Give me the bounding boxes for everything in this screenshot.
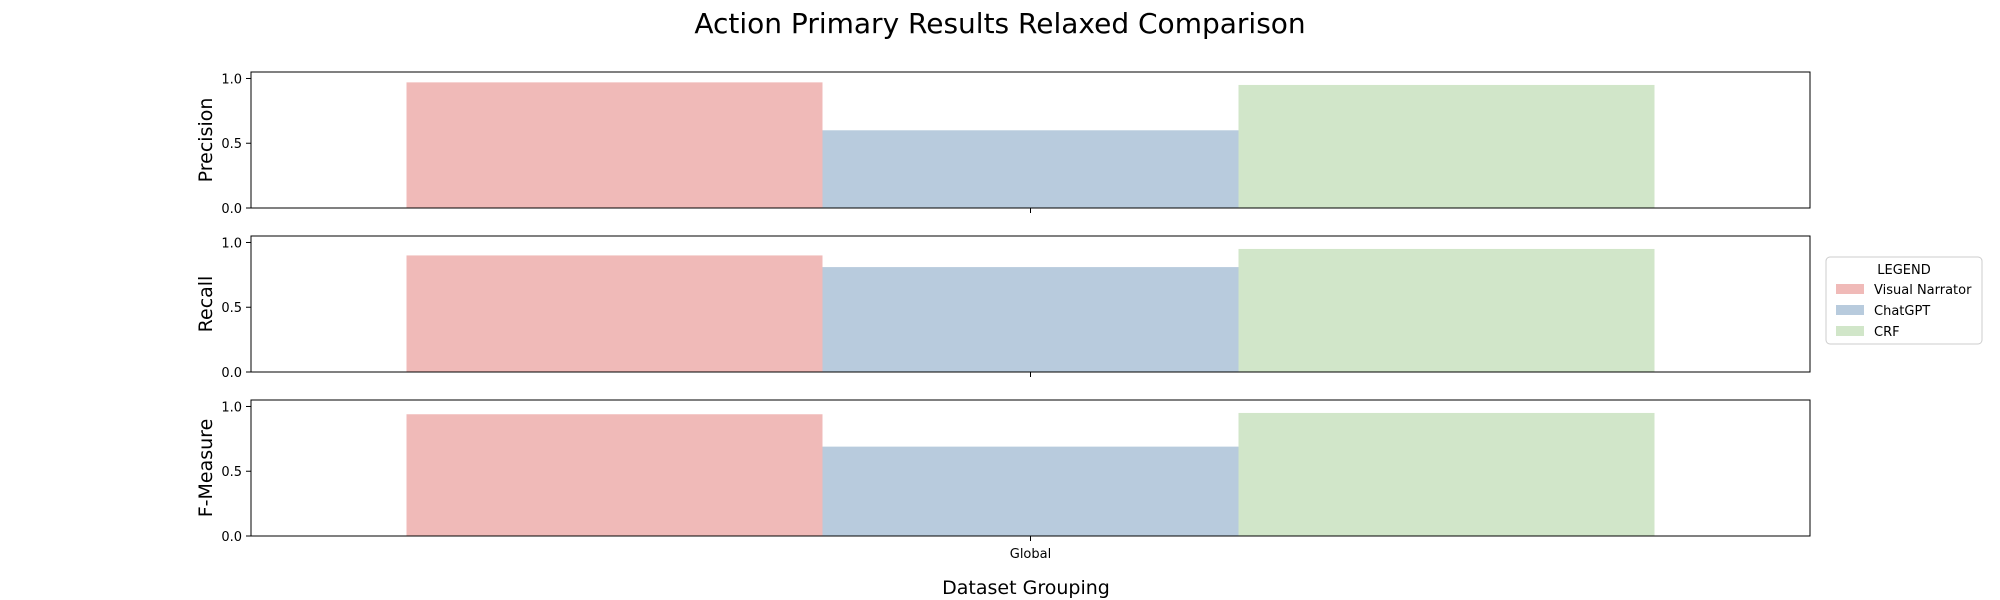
- legend-frame: [1825, 256, 1983, 345]
- bar-crf: [1238, 248, 1655, 372]
- bar-chatgpt: [822, 446, 1239, 536]
- bar-crf: [1238, 412, 1655, 536]
- legend: LEGEND Visual Narrator ChatGPT CRF: [1825, 256, 1983, 345]
- y-tick-label: 0.0: [221, 366, 242, 381]
- bar-crf: [1238, 84, 1655, 208]
- legend-title: LEGEND: [1877, 263, 1930, 278]
- bar-visual-narrator: [406, 82, 823, 208]
- y-tick-label: 1.0: [221, 236, 242, 251]
- y-axis-label: F-Measure: [195, 419, 217, 518]
- bar-chatgpt: [822, 130, 1239, 208]
- legend-entry: Visual Narrator: [1874, 283, 1972, 298]
- legend-swatch: [1836, 326, 1864, 336]
- panels: 0.0 0.5 1.0 Precision 0.0 0.5 1.0 Recall 0.0 0.5 1…: [195, 71, 1811, 562]
- legend-swatch: [1836, 284, 1864, 294]
- y-tick-label: 0.0: [221, 530, 242, 545]
- panel-precision: 0.0 0.5 1.0 Precision: [195, 71, 1811, 217]
- y-tick-label: 0.5: [221, 465, 242, 480]
- panel-recall: 0.0 0.5 1.0 Recall: [195, 235, 1811, 381]
- legend-swatch: [1836, 305, 1864, 315]
- chart-title: Action Primary Results Relaxed Compariso…: [694, 7, 1305, 40]
- legend-entry: ChatGPT: [1874, 304, 1930, 319]
- y-axis-label: Precision: [195, 98, 217, 183]
- y-tick-label: 1.0: [221, 72, 242, 87]
- y-tick-label: 0.5: [221, 137, 242, 152]
- x-axis-label: Dataset Grouping: [942, 577, 1110, 599]
- y-axis-label: Recall: [195, 276, 217, 333]
- y-tick-label: 0.5: [221, 301, 242, 316]
- bar-visual-narrator: [406, 255, 823, 372]
- bar-visual-narrator: [406, 414, 823, 536]
- y-tick-label: 0.0: [221, 202, 242, 217]
- y-tick-label: 1.0: [221, 400, 242, 415]
- legend-entry: CRF: [1874, 325, 1900, 340]
- x-tick-label: Global: [1010, 547, 1051, 562]
- panel-f-measure: 0.0 0.5 1.0 Global F-Measure: [195, 399, 1811, 562]
- bar-chatgpt: [822, 267, 1239, 372]
